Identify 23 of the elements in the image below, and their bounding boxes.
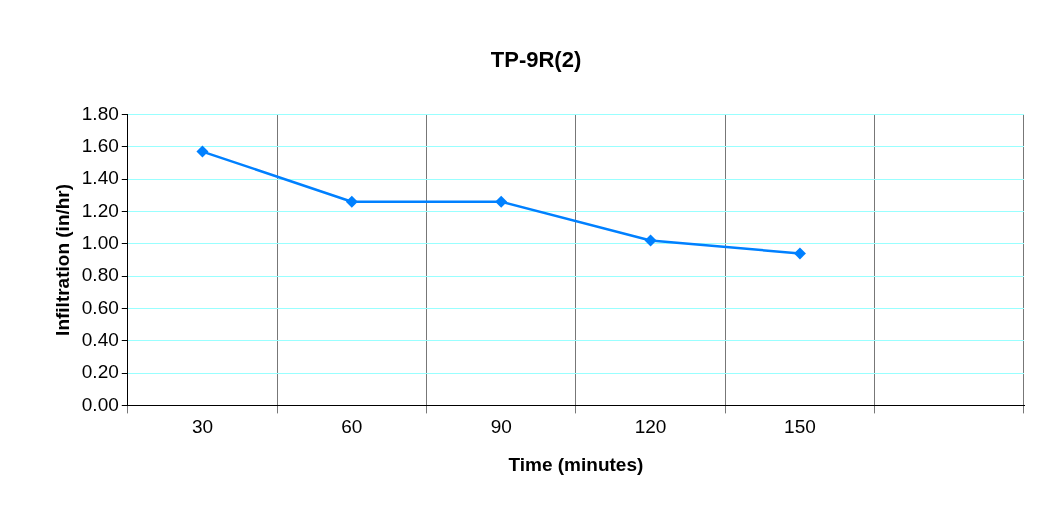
y-tick-label: 1.00 bbox=[81, 231, 119, 253]
point bbox=[644, 234, 657, 247]
point bbox=[793, 247, 806, 260]
x-tick-label: 90 bbox=[490, 416, 512, 438]
point bbox=[495, 195, 508, 208]
y-tick-label: 0.00 bbox=[81, 393, 119, 415]
y-tick-label: 0.40 bbox=[81, 328, 119, 350]
y-tick-label: 0.80 bbox=[81, 264, 119, 286]
x-tick-label: 60 bbox=[341, 416, 363, 438]
x-tick-label: 30 bbox=[191, 416, 214, 438]
y-tick-label: 0.20 bbox=[81, 361, 119, 383]
chart-title: TP-9R(2) bbox=[490, 47, 582, 73]
point bbox=[345, 195, 358, 208]
x-axis-title: Time (minutes) bbox=[508, 453, 644, 475]
y-tick-label: 0.60 bbox=[81, 296, 119, 318]
y-tick-label: 1.20 bbox=[81, 199, 119, 221]
y-axis-title: Infiltration (in/hr) bbox=[51, 183, 73, 336]
y-tick-label: 1.40 bbox=[81, 167, 119, 189]
point bbox=[196, 145, 209, 158]
y-tick-label: 1.60 bbox=[81, 134, 119, 156]
x-tick-label: 150 bbox=[784, 416, 816, 438]
x-tick-label: 120 bbox=[634, 416, 667, 438]
y-tick-label: 1.80 bbox=[81, 102, 119, 124]
